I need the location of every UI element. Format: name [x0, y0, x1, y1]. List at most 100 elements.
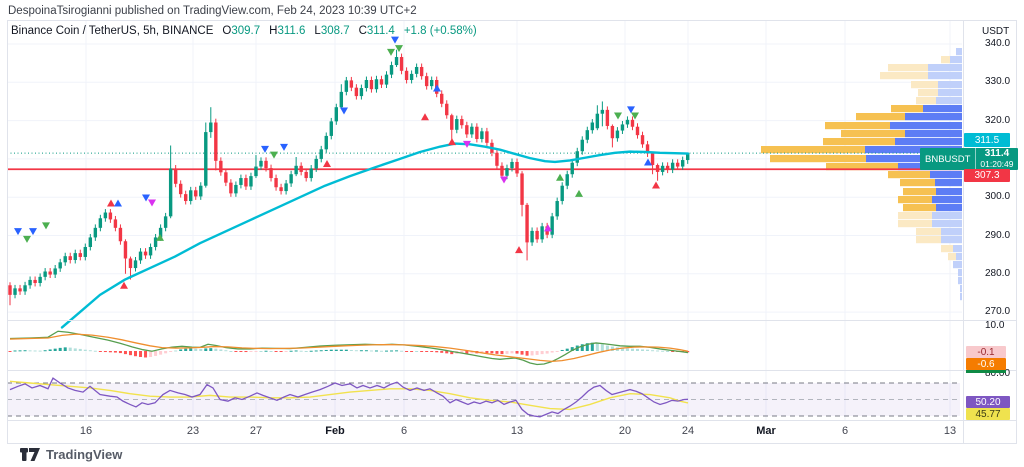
- price-tick-label[interactable]: 330.0: [985, 76, 1011, 87]
- macd-histogram-bar: [425, 351, 429, 352]
- ohlc-low: L308.7: [314, 25, 350, 37]
- price-tick-label[interactable]: 320.0: [985, 115, 1011, 126]
- signal-sell-marker: [614, 112, 622, 120]
- candle-body: [13, 288, 17, 295]
- time-tick-label[interactable]: 23: [186, 425, 200, 437]
- volume-profile-down-bar: [956, 253, 962, 261]
- time-tick-label[interactable]: 13: [510, 425, 524, 437]
- candle-body: [33, 279, 37, 283]
- indicator-scale-label[interactable]: 10.0: [985, 320, 1005, 331]
- volume-profile-up-bar: [903, 204, 936, 212]
- macd-histogram-bar: [83, 349, 87, 351]
- macd-histogram-bar: [144, 351, 148, 358]
- ohlc-high: H311.6: [269, 25, 306, 37]
- candle-body: [339, 91, 344, 108]
- candle-body: [163, 216, 168, 228]
- candle-body: [535, 230, 539, 240]
- candle-body: [264, 160, 268, 169]
- time-tick-label[interactable]: Feb: [325, 425, 345, 437]
- volume-profile-up-bar: [823, 138, 895, 146]
- macd-histogram-bar: [540, 351, 544, 355]
- tradingview-logo[interactable]: TradingView: [20, 447, 122, 462]
- candle-body: [88, 237, 93, 247]
- volume-profile-down-bar: [935, 179, 962, 187]
- bar-countdown: 01:20:49: [980, 159, 1014, 169]
- macd-histogram-bar: [585, 343, 589, 351]
- macd-histogram-bar: [88, 350, 92, 352]
- candle-body: [259, 160, 263, 167]
- macd-histogram-bar: [620, 347, 624, 351]
- price-tick-label[interactable]: 340.0: [985, 38, 1011, 49]
- macd-histogram-bar: [279, 351, 283, 352]
- candle-body: [445, 103, 449, 116]
- signal-sell-marker: [270, 151, 278, 159]
- candle-body: [189, 190, 193, 202]
- macd-histogram-bar: [405, 351, 409, 352]
- time-tick-label[interactable]: 13: [943, 425, 957, 437]
- candle-body: [48, 271, 52, 275]
- macd-histogram-bar: [480, 351, 484, 353]
- candle-body: [93, 227, 98, 238]
- price-tick-label[interactable]: 290.0: [985, 230, 1011, 241]
- candle-body: [635, 126, 640, 136]
- macd-histogram-bar: [239, 351, 243, 352]
- volume-profile-down-bar: [923, 105, 962, 113]
- candle-body: [630, 119, 635, 127]
- signal-sell-marker: [387, 48, 395, 56]
- symbol-title[interactable]: Binance Coin / TetherUS, 5h, BINANCE: [11, 25, 214, 37]
- candle-body: [455, 119, 459, 130]
- candle-body: [620, 124, 625, 131]
- candle-body: [63, 256, 67, 263]
- macd-histogram-bar: [194, 348, 198, 351]
- macd-histogram-bar: [33, 350, 37, 352]
- time-tick-label[interactable]: 20: [618, 425, 632, 437]
- volume-profile-down-bar: [958, 277, 962, 285]
- volume-profile-down-bar: [950, 56, 962, 64]
- time-tick-label[interactable]: 24: [681, 425, 695, 437]
- macd-histogram-bar: [93, 350, 97, 352]
- volume-profile-up-bar: [941, 56, 950, 64]
- signal-sell-marker: [14, 228, 22, 236]
- candle-body: [655, 165, 660, 172]
- macd-histogram-bar: [289, 350, 293, 352]
- volume-profile-down-bar: [941, 236, 962, 244]
- candle-body: [555, 201, 559, 217]
- indicator-scale-label[interactable]: 80.00: [985, 368, 1011, 379]
- price-tick-label[interactable]: 270.0: [985, 306, 1011, 317]
- candle-body: [209, 122, 213, 133]
- candle-body: [103, 212, 108, 219]
- candle-body: [349, 80, 354, 88]
- macd-histogram-bar: [641, 349, 645, 351]
- macd-histogram-bar: [43, 350, 47, 352]
- candle-body: [595, 113, 600, 129]
- macd-histogram-bar: [219, 349, 223, 351]
- candle-body: [419, 66, 424, 77]
- signal-sell-marker: [500, 176, 508, 184]
- volume-profile-down-bar: [932, 212, 962, 220]
- volume-profile-up-bar: [825, 122, 890, 130]
- macd-histogram-bar: [465, 351, 469, 354]
- macd-histogram-bar: [174, 350, 178, 352]
- symbol-legend[interactable]: Binance Coin / TetherUS, 5h, BINANCE O30…: [11, 25, 477, 37]
- time-tick-label[interactable]: 6: [400, 425, 408, 437]
- macd-histogram-bar: [234, 351, 238, 352]
- candle-body: [480, 131, 484, 139]
- candle-body: [570, 162, 574, 175]
- candle-body: [505, 168, 509, 176]
- macd-histogram-bar: [354, 350, 358, 352]
- macd-histogram-bar: [169, 351, 173, 352]
- time-tick-label[interactable]: 6: [841, 425, 849, 437]
- signal-buy-marker: [515, 246, 523, 254]
- macd-histogram-bar: [535, 351, 539, 355]
- signal-sell-marker: [261, 145, 269, 153]
- time-tick-label[interactable]: 16: [79, 425, 93, 437]
- price-tick-label[interactable]: 300.0: [985, 191, 1011, 202]
- price-tick-label[interactable]: 280.0: [985, 268, 1011, 279]
- candle-body: [640, 135, 645, 145]
- time-tick-label[interactable]: 27: [249, 425, 263, 437]
- tradingview-logo-icon: [20, 448, 40, 461]
- volume-profile-down-bar: [953, 245, 962, 253]
- time-tick-label[interactable]: Mar: [756, 425, 776, 437]
